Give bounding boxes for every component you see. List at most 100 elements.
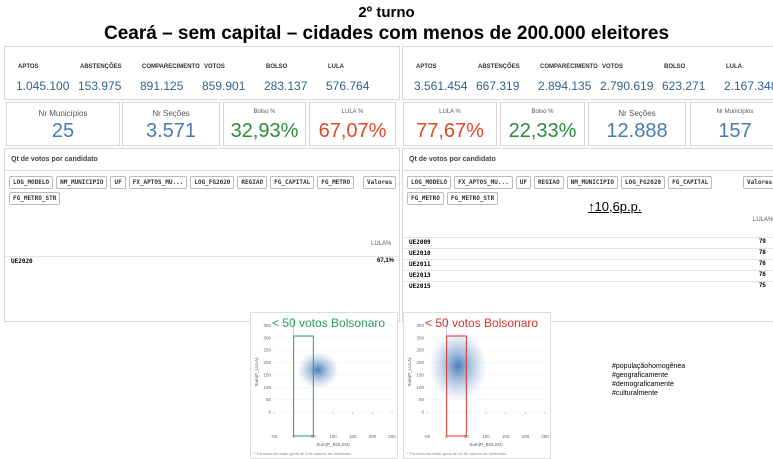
stats-box bbox=[402, 46, 773, 100]
x-tick-label: 200 bbox=[369, 434, 377, 439]
filter-chip[interactable]: FG_CAPITAL bbox=[668, 176, 713, 189]
y-tick-label: 0 bbox=[268, 410, 271, 415]
kpi-card: LULA % 67,07% bbox=[309, 102, 396, 146]
stat-header: APTOS bbox=[416, 64, 437, 70]
filter-chip[interactable]: FG_METRO_STR bbox=[9, 192, 61, 205]
table-title: Qt de votos por candidato bbox=[409, 156, 496, 163]
x-tick-label: 100 bbox=[482, 434, 490, 439]
divider bbox=[403, 170, 773, 171]
filter-chip[interactable]: LOG_MODELO bbox=[9, 176, 54, 189]
annotation: ↑10,6p.p. bbox=[588, 199, 642, 214]
row-label[interactable]: UE2015 bbox=[409, 283, 431, 290]
stat-value: 576.764 bbox=[326, 79, 370, 93]
kpi-label: LULA % bbox=[439, 109, 461, 115]
stat-header: VOTOS bbox=[602, 64, 623, 70]
filter-chip[interactable]: FG_CAPITAL bbox=[270, 176, 315, 189]
row-label[interactable]: UE2011 bbox=[409, 261, 431, 268]
table-title: Qt de votos por candidato bbox=[11, 156, 98, 163]
y-tick-label: 50 bbox=[266, 397, 272, 402]
row-label[interactable]: UE2020 bbox=[11, 258, 33, 265]
y-tick-label: 100 bbox=[263, 385, 271, 390]
filter-chip[interactable]: FX_APTOS_MU... bbox=[454, 176, 513, 189]
highlight-box bbox=[293, 335, 314, 437]
hashtag: #culturalmente bbox=[612, 390, 658, 397]
filter-chip[interactable]: LOG_MODELO bbox=[407, 176, 452, 189]
kpi-value: 32,93% bbox=[230, 120, 299, 142]
filter-chip[interactable]: FG_METRO_STR bbox=[446, 192, 499, 205]
values-button[interactable]: Valores bbox=[363, 176, 397, 189]
kpi-value: 12.888 bbox=[606, 120, 668, 142]
stat-value: 1.045.100 bbox=[16, 79, 70, 93]
divider bbox=[5, 170, 399, 171]
kpi-label: Nr Municípios bbox=[716, 109, 754, 115]
subtitle: Ceará – sem capital – cidades com menos … bbox=[103, 23, 670, 44]
x-axis-label: Sum(P_BOLSO) bbox=[316, 442, 350, 447]
title: 2º turno bbox=[358, 4, 415, 21]
kpi-value: 3.571 bbox=[145, 120, 197, 142]
kpi-value: 22,33% bbox=[508, 120, 577, 142]
plot-title: < 50 votos Bolsonaro bbox=[425, 316, 538, 330]
stat-value: 3.561.454 bbox=[414, 79, 468, 93]
kpi-label: LULA % bbox=[341, 109, 364, 115]
y-tick-label: 0 bbox=[421, 410, 424, 415]
x-tick-label: -50 bbox=[424, 434, 431, 439]
kpi-card: Nr Municípios 25 bbox=[6, 102, 120, 146]
kpi-card: Bolso % 32,93% bbox=[223, 102, 306, 146]
stat-header: VOTOS bbox=[204, 64, 225, 70]
hashtag: #geograficamente bbox=[612, 372, 669, 379]
filter-chip[interactable]: LOG_FG2020 bbox=[190, 176, 235, 189]
filter-chip[interactable]: NM_MUNICIPIO bbox=[566, 176, 618, 189]
y-tick-label: 50 bbox=[419, 397, 425, 402]
point-cloud bbox=[430, 332, 486, 400]
filter-chip[interactable]: FG_METRO bbox=[317, 176, 355, 189]
filter-chip[interactable]: FX_APTOS_MU... bbox=[128, 176, 188, 189]
x-tick-label: -50 bbox=[271, 434, 278, 439]
filter-chip[interactable]: LOG_FG2020 bbox=[620, 176, 666, 189]
values-button[interactable]: Valores bbox=[743, 176, 773, 189]
y-axis-label: Sum(P_LULA) bbox=[407, 357, 412, 387]
stat-value: 2.790.619 bbox=[600, 79, 654, 93]
x-axis-label: Sum(P_BOLSO) bbox=[469, 442, 503, 447]
plot-title: < 50 votos Bolsonaro bbox=[272, 316, 385, 330]
highlight-box bbox=[446, 335, 467, 437]
stat-header: ABSTENÇÕES bbox=[80, 64, 122, 70]
kpi-label: Bolso % bbox=[531, 109, 554, 115]
kpi-card: Nr Seções 12.888 bbox=[588, 102, 686, 146]
row-line bbox=[403, 270, 773, 271]
row-label[interactable]: UE2010 bbox=[409, 250, 431, 257]
row-value: 78 bbox=[759, 250, 766, 256]
y-tick-label: 100 bbox=[416, 385, 424, 390]
filter-chip[interactable]: FG_METRO bbox=[407, 192, 444, 205]
stat-header: APTOS bbox=[18, 64, 39, 70]
y-tick-label: 350 bbox=[263, 323, 271, 328]
row-value: 76 bbox=[759, 272, 766, 278]
x-tick-label: 150 bbox=[349, 434, 357, 439]
footnote: * Fornecendo visão geral de 12,9k valore… bbox=[407, 451, 507, 456]
filter-chip[interactable]: UF bbox=[110, 176, 126, 189]
y-tick-label: 200 bbox=[263, 360, 271, 365]
stat-value: 153.975 bbox=[78, 79, 122, 93]
filter-chip[interactable]: NM_MUNICIPIO bbox=[56, 176, 108, 189]
stat-value: 2.894.135 bbox=[538, 79, 592, 93]
row-label[interactable]: UE2009 bbox=[409, 239, 431, 246]
stat-header: COMPARECIMENTO bbox=[540, 64, 598, 70]
stat-header: COMPARECIMENTO bbox=[142, 64, 200, 70]
row-label[interactable]: UE2013 bbox=[409, 272, 431, 279]
stat-header: LULA bbox=[726, 64, 742, 70]
y-tick-label: 150 bbox=[416, 372, 424, 377]
row-line bbox=[403, 248, 773, 249]
stat-value: 2.167.348 bbox=[724, 79, 773, 93]
stat-header: ABSTENÇÕES bbox=[478, 64, 520, 70]
y-tick-label: 300 bbox=[263, 335, 271, 340]
row-line bbox=[403, 281, 773, 282]
filter-chip[interactable]: REGIAO bbox=[533, 176, 564, 189]
filter-chip[interactable]: REGIAO bbox=[237, 176, 268, 189]
filter-chip[interactable]: UF bbox=[515, 176, 531, 189]
filter-bar: LOG_MODELO FX_APTOS_MU... UF REGIAO NM_MUNIC… bbox=[407, 176, 739, 208]
stat-value: 859.901 bbox=[202, 79, 246, 93]
row-value: 76 bbox=[759, 261, 766, 267]
y-tick-label: 200 bbox=[416, 360, 424, 365]
kpi-value: 67,07% bbox=[318, 120, 387, 142]
